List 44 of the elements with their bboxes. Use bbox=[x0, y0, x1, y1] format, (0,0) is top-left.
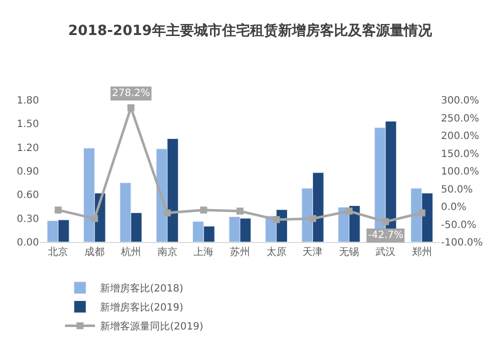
data-label: 278.2% bbox=[112, 88, 150, 99]
x-tick-label: 郑州 bbox=[412, 246, 432, 258]
x-tick-label: 北京 bbox=[48, 246, 68, 258]
point bbox=[418, 209, 426, 216]
legend-label: 新增客源量同比(2019) bbox=[100, 320, 204, 333]
y2-tick-label: 150.0% bbox=[441, 148, 480, 160]
y2-tick-label: 0.0% bbox=[441, 202, 466, 213]
x-tick-label: 无锡 bbox=[339, 247, 360, 258]
x-tick-label: 天津 bbox=[302, 246, 323, 258]
data-label: -42.7% bbox=[368, 230, 404, 241]
y2-tick-label: 200.0% bbox=[441, 131, 480, 142]
y2-tick-label: -50.0% bbox=[441, 220, 476, 231]
y2-tick-label: 100.0% bbox=[441, 166, 480, 178]
y-tick-label: 1.20 bbox=[16, 142, 39, 154]
y-tick-label: 0.00 bbox=[16, 238, 39, 248]
point bbox=[346, 208, 353, 215]
point bbox=[127, 104, 134, 112]
x-tick-label: 杭州 bbox=[120, 246, 141, 258]
x-tick-label: 南京 bbox=[157, 246, 178, 258]
y-tick-label: 0.90 bbox=[16, 166, 39, 178]
legend-label: 新增房客比(2018) bbox=[100, 282, 184, 295]
x-tick-label: 太原 bbox=[266, 246, 286, 258]
y2-tick-label: -100.0% bbox=[441, 238, 483, 248]
x-tick-label: 苏州 bbox=[230, 246, 250, 258]
point bbox=[309, 215, 316, 222]
y2-tick-label: 300.0% bbox=[441, 96, 480, 106]
chart-title: 2018-2019年主要城市住宅租赁新增房客比及客源量情况 bbox=[68, 22, 433, 40]
point bbox=[382, 218, 389, 226]
point bbox=[236, 208, 244, 215]
legend-label: 新增房客比(2019) bbox=[100, 302, 184, 314]
x-tick-label: 武汉 bbox=[375, 246, 396, 258]
y-tick-label: 1.80 bbox=[16, 96, 39, 106]
point bbox=[91, 215, 98, 222]
y-tick-label: 0.30 bbox=[16, 214, 39, 225]
y-tick-label: 1.50 bbox=[16, 119, 39, 130]
y-tick-label: 0.60 bbox=[16, 190, 39, 202]
point bbox=[164, 209, 171, 216]
point bbox=[200, 206, 208, 214]
x-tick-label: 上海 bbox=[194, 246, 214, 258]
point bbox=[54, 206, 62, 214]
y2-tick-label: 250.0% bbox=[441, 113, 480, 124]
y2-tick-label: 50.0% bbox=[441, 184, 473, 196]
x-tick-label: 成都 bbox=[84, 246, 105, 258]
point bbox=[272, 216, 280, 224]
